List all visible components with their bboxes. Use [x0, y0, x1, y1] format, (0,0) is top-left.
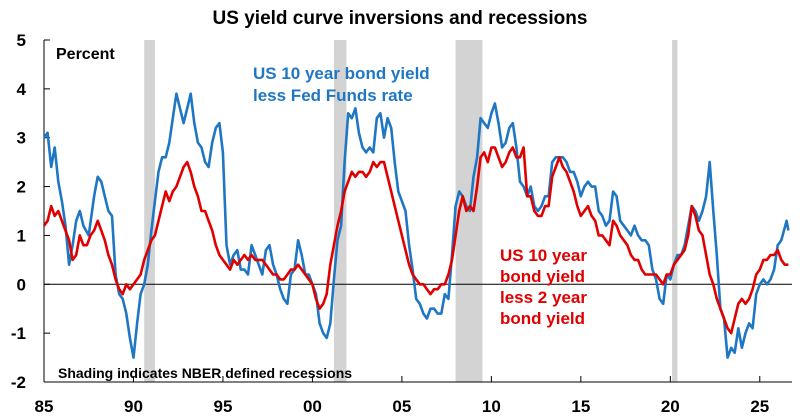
- y-tick-label: 0: [17, 275, 26, 294]
- series-line-1: [42, 92, 790, 359]
- series-label-line: US 10 year bond yield: [253, 64, 430, 83]
- x-tick-label: 00: [303, 397, 322, 416]
- y-tick-label: 1: [17, 226, 26, 245]
- x-tick-label: 05: [392, 397, 411, 416]
- x-tick-label: 20: [661, 397, 680, 416]
- axes-layer: -2 -1 0 1 2 3 4 5 85 90 95 00 05 10 15 20 25: [11, 31, 792, 416]
- series-label-line: less Fed Funds rate: [253, 86, 413, 105]
- recession-footnote: Shading indicates NBER defined recession…: [58, 365, 352, 381]
- text-layer: US yield curve inversions and recessions…: [56, 8, 587, 381]
- series-label-line: bond yield: [500, 309, 585, 328]
- series-lines-layer: [42, 92, 790, 359]
- x-tick-label: 10: [482, 397, 501, 416]
- x-tick-label: 15: [571, 397, 590, 416]
- series-label-1: US 10 year bond yield less Fed Funds rate: [253, 64, 430, 105]
- series-label-line: US 10 year: [500, 246, 587, 265]
- recession-band-4: [672, 40, 678, 382]
- y-tick-label: 2: [17, 178, 26, 197]
- chart-title: US yield curve inversions and recessions: [213, 8, 588, 29]
- y-tick-label: 3: [17, 129, 26, 148]
- recession-band-1: [144, 40, 155, 382]
- series-label-line: bond yield: [500, 267, 585, 286]
- y-axis-label: Percent: [56, 46, 115, 63]
- x-tick-label: 95: [213, 397, 232, 416]
- x-tick-label: 90: [124, 397, 143, 416]
- y-tick-label: 4: [17, 80, 27, 99]
- y-tick-label: -1: [11, 324, 26, 343]
- x-tick-label: 85: [35, 397, 54, 416]
- series-line-2: [42, 146, 789, 335]
- series-label-2: US 10 year bond yield less 2 year bond yiel…: [500, 246, 587, 328]
- y-tick-label: 5: [17, 31, 26, 50]
- series-label-line: less 2 year: [500, 288, 587, 307]
- x-tick-label: 25: [750, 397, 769, 416]
- y-tick-label: -2: [11, 373, 26, 392]
